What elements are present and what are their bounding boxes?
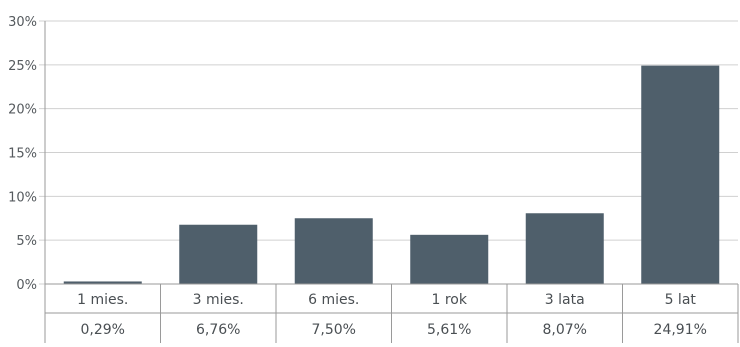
value-label: 7,50% <box>312 322 356 338</box>
bar <box>525 213 604 284</box>
value-label: 24,91% <box>654 322 707 338</box>
category-label: 1 mies. <box>77 292 128 308</box>
bar <box>410 234 489 284</box>
bar <box>641 65 720 284</box>
y-tick-label: 0% <box>16 278 37 293</box>
category-label: 3 mies. <box>193 292 244 308</box>
y-tick-label: 10% <box>8 190 37 205</box>
y-tick-label: 20% <box>8 103 37 118</box>
category-label: 1 rok <box>432 292 468 308</box>
gridlines <box>39 20 738 285</box>
bars <box>63 65 720 284</box>
value-label: 8,07% <box>543 322 587 338</box>
category-label: 5 lat <box>665 292 697 308</box>
bar <box>63 281 142 284</box>
y-tick-label: 15% <box>8 147 37 162</box>
y-tick-label: 25% <box>8 59 37 74</box>
y-tick-label: 30% <box>8 15 37 30</box>
category-label: 3 lata <box>545 292 585 308</box>
value-label: 0,29% <box>81 322 125 338</box>
value-label: 6,76% <box>196 322 240 338</box>
y-axis: 0% 5% 10% 15% 20% 25% 30% <box>8 15 46 343</box>
category-table: 1 mies. 0,29% 3 mies. 6,76% 6 mies. 7,50% 1 ro… <box>45 283 739 343</box>
category-label: 6 mies. <box>308 292 359 308</box>
bar <box>294 218 373 284</box>
value-label: 5,61% <box>427 322 471 338</box>
bar <box>179 224 258 284</box>
y-tick-label: 5% <box>16 234 37 249</box>
